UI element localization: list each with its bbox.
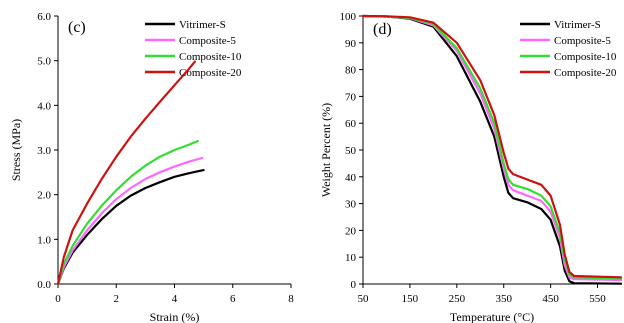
x-tick-label: 2 bbox=[114, 293, 120, 305]
series-line-composite-10 bbox=[56, 140, 199, 286]
legend-label: Composite-5 bbox=[179, 35, 236, 47]
y-tick-label: 60 bbox=[345, 118, 357, 130]
legend-label: Composite-20 bbox=[554, 67, 617, 79]
panel-label: (d) bbox=[373, 21, 392, 38]
legend-label: Composite-10 bbox=[179, 51, 242, 63]
x-tick-label: 550 bbox=[589, 293, 606, 305]
y-tick-label: 6.0 bbox=[37, 11, 51, 23]
x-tick-label: 250 bbox=[449, 293, 466, 305]
x-tick-label: 150 bbox=[402, 293, 419, 305]
y-tick-label: 30 bbox=[345, 199, 357, 211]
y-tick-label: 5.0 bbox=[37, 56, 51, 68]
x-tick-label: 450 bbox=[542, 293, 559, 305]
y-tick-label: 50 bbox=[345, 145, 357, 157]
series-line-composite-20 bbox=[56, 60, 196, 286]
legend-label: Composite-10 bbox=[554, 51, 617, 63]
x-axis-title: Temperature (°C) bbox=[450, 310, 534, 323]
y-axis-title: Stress (MPa) bbox=[9, 119, 23, 181]
legend-label: Composite-20 bbox=[179, 67, 242, 79]
y-tick-label: 10 bbox=[345, 252, 357, 264]
legend-label: Composite-5 bbox=[554, 35, 611, 47]
x-tick-label: 350 bbox=[495, 293, 512, 305]
y-tick-label: 40 bbox=[345, 172, 357, 184]
y-tick-label: 0.0 bbox=[37, 279, 51, 291]
y-tick-label: 3.0 bbox=[37, 145, 51, 157]
y-tick-label: 20 bbox=[345, 225, 357, 237]
y-tick-label: 4.0 bbox=[37, 100, 51, 112]
x-tick-label: 0 bbox=[55, 293, 61, 305]
panel-label: (c) bbox=[68, 19, 86, 36]
series-line-composite-10 bbox=[361, 14, 623, 280]
y-tick-label: 1.0 bbox=[37, 234, 51, 246]
y-tick-label: 90 bbox=[345, 38, 357, 50]
x-tick-label: 8 bbox=[288, 293, 294, 305]
x-tick-label: 4 bbox=[172, 293, 178, 305]
series-line-composite-5 bbox=[361, 14, 623, 282]
tga-panel: 0 10 20 30 40 50 60 70 80 90 100 50 150 250 350 450 550 T… bbox=[319, 11, 623, 323]
y-tick-label: 70 bbox=[345, 91, 357, 103]
series-line-composite-5 bbox=[56, 156, 204, 286]
y-tick-label: 0 bbox=[351, 279, 357, 291]
legend-label: Vitrimer-S bbox=[179, 19, 226, 31]
series-line-vitrimer-s bbox=[361, 14, 623, 285]
y-tick-label: 80 bbox=[345, 65, 357, 77]
x-axis-title: Strain (%) bbox=[150, 310, 200, 323]
y-tick-label: 2.0 bbox=[37, 190, 51, 202]
legend-label: Vitrimer-S bbox=[554, 19, 601, 31]
stress-strain-panel: 0.0 1.0 2.0 3.0 4.0 5.0 6.0 0 2 4 6 8 Strain (%) Stre… bbox=[9, 11, 294, 323]
x-tick-label: 50 bbox=[358, 293, 370, 305]
y-tick-label: 100 bbox=[340, 11, 357, 23]
x-tick-label: 6 bbox=[230, 293, 236, 305]
y-axis-title: Weight Percent (%) bbox=[319, 103, 333, 197]
series-line-composite-20 bbox=[361, 14, 623, 279]
